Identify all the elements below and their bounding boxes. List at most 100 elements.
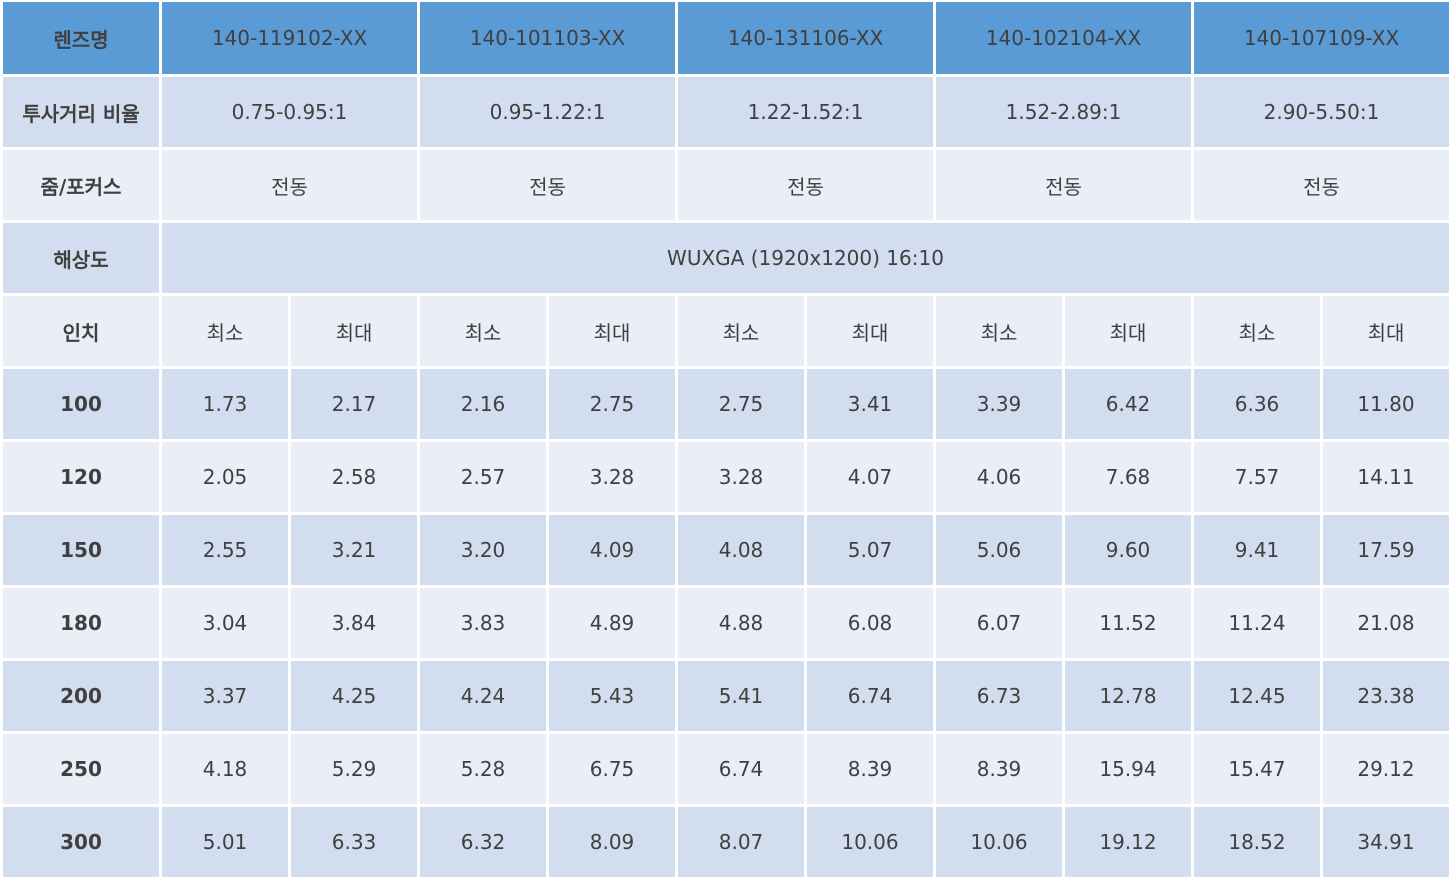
- table-row: 200 3.37 4.25 4.24 5.43 5.41 6.74 6.73 12.78 12.4…: [3, 661, 1449, 731]
- zoom-focus-label: 줌/포커스: [3, 150, 159, 220]
- max-distance-cell: 4.09: [549, 515, 675, 585]
- max-distance-cell: 12.78: [1065, 661, 1191, 731]
- min-label: 최소: [420, 296, 546, 366]
- throw-ratio-cell: 0.75-0.95:1: [162, 77, 417, 147]
- max-label: 최대: [291, 296, 417, 366]
- max-distance-cell: 3.84: [291, 588, 417, 658]
- inch-size-cell: 300: [3, 807, 159, 877]
- min-label: 최소: [162, 296, 288, 366]
- lens-name-cell: 140-131106-XX: [678, 2, 933, 74]
- max-distance-cell: 2.17: [291, 369, 417, 439]
- max-distance-cell: 4.89: [549, 588, 675, 658]
- max-distance-cell: 17.59: [1323, 515, 1449, 585]
- max-distance-cell: 6.75: [549, 734, 675, 804]
- zoom-focus-cell: 전동: [678, 150, 933, 220]
- lens-name-cell: 140-102104-XX: [936, 2, 1191, 74]
- max-distance-cell: 7.68: [1065, 442, 1191, 512]
- inch-size-cell: 180: [3, 588, 159, 658]
- max-distance-cell: 11.80: [1323, 369, 1449, 439]
- min-distance-cell: 8.07: [678, 807, 804, 877]
- max-distance-cell: 2.58: [291, 442, 417, 512]
- max-distance-cell: 3.21: [291, 515, 417, 585]
- inch-label: 인치: [3, 296, 159, 366]
- max-distance-cell: 34.91: [1323, 807, 1449, 877]
- table-row: 150 2.55 3.21 3.20 4.09 4.08 5.07 5.06 9.60 9.41 1…: [3, 515, 1449, 585]
- throw-ratio-row: 투사거리 비율 0.75-0.95:1 0.95-1.22:1 1.22-1.5…: [3, 77, 1449, 147]
- max-distance-cell: 11.52: [1065, 588, 1191, 658]
- inch-size-cell: 120: [3, 442, 159, 512]
- min-distance-cell: 5.01: [162, 807, 288, 877]
- max-distance-cell: 9.60: [1065, 515, 1191, 585]
- inch-size-cell: 250: [3, 734, 159, 804]
- min-distance-cell: 5.28: [420, 734, 546, 804]
- max-distance-cell: 14.11: [1323, 442, 1449, 512]
- min-distance-cell: 2.57: [420, 442, 546, 512]
- max-distance-cell: 8.39: [807, 734, 933, 804]
- min-distance-cell: 3.83: [420, 588, 546, 658]
- min-distance-cell: 4.18: [162, 734, 288, 804]
- min-distance-cell: 11.24: [1194, 588, 1320, 658]
- inch-size-cell: 100: [3, 369, 159, 439]
- max-label: 최대: [807, 296, 933, 366]
- min-distance-cell: 3.28: [678, 442, 804, 512]
- min-distance-cell: 2.55: [162, 515, 288, 585]
- max-distance-cell: 2.75: [549, 369, 675, 439]
- min-distance-cell: 3.20: [420, 515, 546, 585]
- min-distance-cell: 5.41: [678, 661, 804, 731]
- max-distance-cell: 5.07: [807, 515, 933, 585]
- min-label: 최소: [678, 296, 804, 366]
- throw-ratio-cell: 1.52-2.89:1: [936, 77, 1191, 147]
- min-distance-cell: 8.39: [936, 734, 1062, 804]
- resolution-value: WUXGA (1920x1200) 16:10: [162, 223, 1449, 293]
- lens-name-cell: 140-119102-XX: [162, 2, 417, 74]
- min-distance-cell: 4.24: [420, 661, 546, 731]
- max-distance-cell: 4.25: [291, 661, 417, 731]
- max-label: 최대: [549, 296, 675, 366]
- table-row: 250 4.18 5.29 5.28 6.75 6.74 8.39 8.39 15.94 15.4…: [3, 734, 1449, 804]
- resolution-row: 해상도 WUXGA (1920x1200) 16:10: [3, 223, 1449, 293]
- min-distance-cell: 4.88: [678, 588, 804, 658]
- min-distance-cell: 9.41: [1194, 515, 1320, 585]
- throw-ratio-cell: 1.22-1.52:1: [678, 77, 933, 147]
- max-label: 최대: [1323, 296, 1449, 366]
- max-distance-cell: 21.08: [1323, 588, 1449, 658]
- table-row: 180 3.04 3.84 3.83 4.89 4.88 6.08 6.07 11.52 11.2…: [3, 588, 1449, 658]
- min-distance-cell: 10.06: [936, 807, 1062, 877]
- lens-name-cell: 140-107109-XX: [1194, 2, 1449, 74]
- min-distance-cell: 6.36: [1194, 369, 1320, 439]
- min-distance-cell: 6.73: [936, 661, 1062, 731]
- min-distance-cell: 7.57: [1194, 442, 1320, 512]
- zoom-focus-row: 줌/포커스 전동 전동 전동 전동 전동: [3, 150, 1449, 220]
- min-distance-cell: 18.52: [1194, 807, 1320, 877]
- min-distance-cell: 12.45: [1194, 661, 1320, 731]
- resolution-label: 해상도: [3, 223, 159, 293]
- max-distance-cell: 4.07: [807, 442, 933, 512]
- min-distance-cell: 4.06: [936, 442, 1062, 512]
- distance-rows: 100 1.73 2.17 2.16 2.75 2.75 3.41 3.39 6.42 6.36 1…: [3, 369, 1449, 877]
- max-distance-cell: 19.12: [1065, 807, 1191, 877]
- max-distance-cell: 8.09: [549, 807, 675, 877]
- min-distance-cell: 6.07: [936, 588, 1062, 658]
- min-label: 최소: [936, 296, 1062, 366]
- min-distance-cell: 3.04: [162, 588, 288, 658]
- max-distance-cell: 5.43: [549, 661, 675, 731]
- max-distance-cell: 6.42: [1065, 369, 1191, 439]
- min-distance-cell: 6.74: [678, 734, 804, 804]
- throw-ratio-label: 투사거리 비율: [3, 77, 159, 147]
- max-distance-cell: 29.12: [1323, 734, 1449, 804]
- zoom-focus-cell: 전동: [1194, 150, 1449, 220]
- min-distance-cell: 1.73: [162, 369, 288, 439]
- min-label: 최소: [1194, 296, 1320, 366]
- zoom-focus-cell: 전동: [936, 150, 1191, 220]
- min-distance-cell: 15.47: [1194, 734, 1320, 804]
- max-distance-cell: 3.28: [549, 442, 675, 512]
- min-distance-cell: 5.06: [936, 515, 1062, 585]
- min-distance-cell: 2.16: [420, 369, 546, 439]
- min-distance-cell: 3.39: [936, 369, 1062, 439]
- min-distance-cell: 2.75: [678, 369, 804, 439]
- table-row: 100 1.73 2.17 2.16 2.75 2.75 3.41 3.39 6.42 6.36 1…: [3, 369, 1449, 439]
- max-distance-cell: 10.06: [807, 807, 933, 877]
- min-distance-cell: 3.37: [162, 661, 288, 731]
- inch-header-row: 인치 최소 최대 최소 최대 최소 최대 최소 최대 최소 최대: [3, 296, 1449, 366]
- throw-ratio-cell: 2.90-5.50:1: [1194, 77, 1449, 147]
